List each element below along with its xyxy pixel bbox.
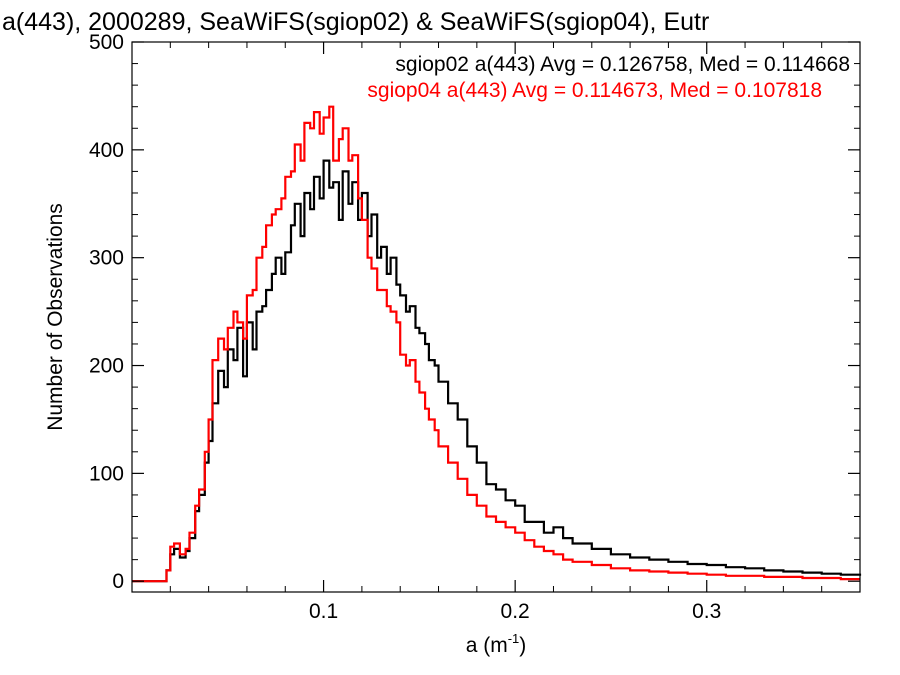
series-layer [132, 105, 862, 583]
y-tick-label: 500 [89, 31, 124, 54]
plot-frame [131, 41, 861, 593]
legend-entry-sgiop04: sgiop04 a(443) Avg = 0.114673, Med = 0.1… [367, 79, 822, 102]
y-axis: 0 100 200 300 400 500 [89, 31, 860, 593]
x-tick-label: 0.3 [692, 600, 721, 623]
x-axis-label-main: a (m [466, 634, 508, 657]
x-axis: 0.1 0.2 0.3 [169, 42, 861, 623]
x-axis-label-superscript: -1 [508, 631, 520, 646]
legend-entry-sgiop02: sgiop02 a(443) Avg = 0.126758, Med = 0.1… [395, 53, 850, 76]
x-tick-label: 0.1 [309, 600, 338, 623]
chart-title: a(443), 2000289, SeaWiFS(sgiop02) & SeaW… [2, 8, 709, 36]
y-tick-label: 400 [89, 139, 124, 162]
y-tick-label: 300 [89, 247, 124, 270]
y-tick-label: 200 [89, 355, 124, 378]
y-tick-label: 100 [89, 462, 124, 485]
y-tick-label: 0 [112, 570, 124, 593]
x-axis-label-suffix: ) [519, 634, 526, 657]
y-axis-label: Number of Observations [44, 203, 67, 431]
x-tick-label: 0.2 [501, 600, 530, 623]
series-line-sgiop04 [132, 105, 860, 583]
x-axis-label: a (m-1) [466, 631, 527, 657]
